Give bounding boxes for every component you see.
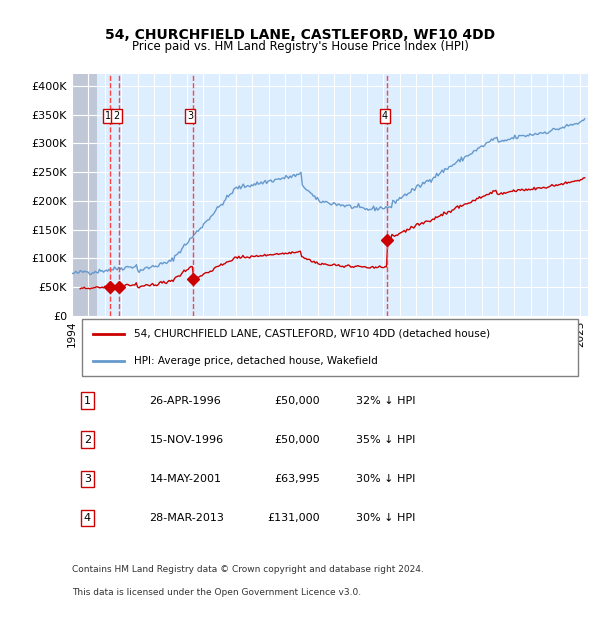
- Text: 54, CHURCHFIELD LANE, CASTLEFORD, WF10 4DD: 54, CHURCHFIELD LANE, CASTLEFORD, WF10 4…: [105, 28, 495, 42]
- Bar: [72, 74, 97, 316]
- Text: 3: 3: [187, 112, 193, 122]
- Text: 35% ↓ HPI: 35% ↓ HPI: [356, 435, 415, 445]
- Text: 30% ↓ HPI: 30% ↓ HPI: [356, 513, 415, 523]
- Text: 14-MAY-2001: 14-MAY-2001: [149, 474, 221, 484]
- Text: 3: 3: [84, 474, 91, 484]
- Text: Price paid vs. HM Land Registry's House Price Index (HPI): Price paid vs. HM Land Registry's House …: [131, 40, 469, 53]
- Text: This data is licensed under the Open Government Licence v3.0.: This data is licensed under the Open Gov…: [72, 588, 361, 596]
- Text: 4: 4: [84, 513, 91, 523]
- Text: 1: 1: [84, 396, 91, 405]
- FancyBboxPatch shape: [82, 319, 578, 376]
- Text: 30% ↓ HPI: 30% ↓ HPI: [356, 474, 415, 484]
- Text: 26-APR-1996: 26-APR-1996: [149, 396, 221, 405]
- Text: 28-MAR-2013: 28-MAR-2013: [149, 513, 224, 523]
- Text: 54, CHURCHFIELD LANE, CASTLEFORD, WF10 4DD (detached house): 54, CHURCHFIELD LANE, CASTLEFORD, WF10 4…: [134, 329, 490, 339]
- Text: Contains HM Land Registry data © Crown copyright and database right 2024.: Contains HM Land Registry data © Crown c…: [72, 565, 424, 574]
- Text: 15-NOV-1996: 15-NOV-1996: [149, 435, 224, 445]
- Text: HPI: Average price, detached house, Wakefield: HPI: Average price, detached house, Wake…: [134, 356, 377, 366]
- Text: £131,000: £131,000: [267, 513, 320, 523]
- Text: 32% ↓ HPI: 32% ↓ HPI: [356, 396, 415, 405]
- Text: 4: 4: [382, 112, 388, 122]
- Text: 1: 1: [104, 112, 110, 122]
- Text: £50,000: £50,000: [274, 396, 320, 405]
- Text: £50,000: £50,000: [274, 435, 320, 445]
- Text: £63,995: £63,995: [274, 474, 320, 484]
- Text: 2: 2: [113, 112, 119, 122]
- Text: 2: 2: [84, 435, 91, 445]
